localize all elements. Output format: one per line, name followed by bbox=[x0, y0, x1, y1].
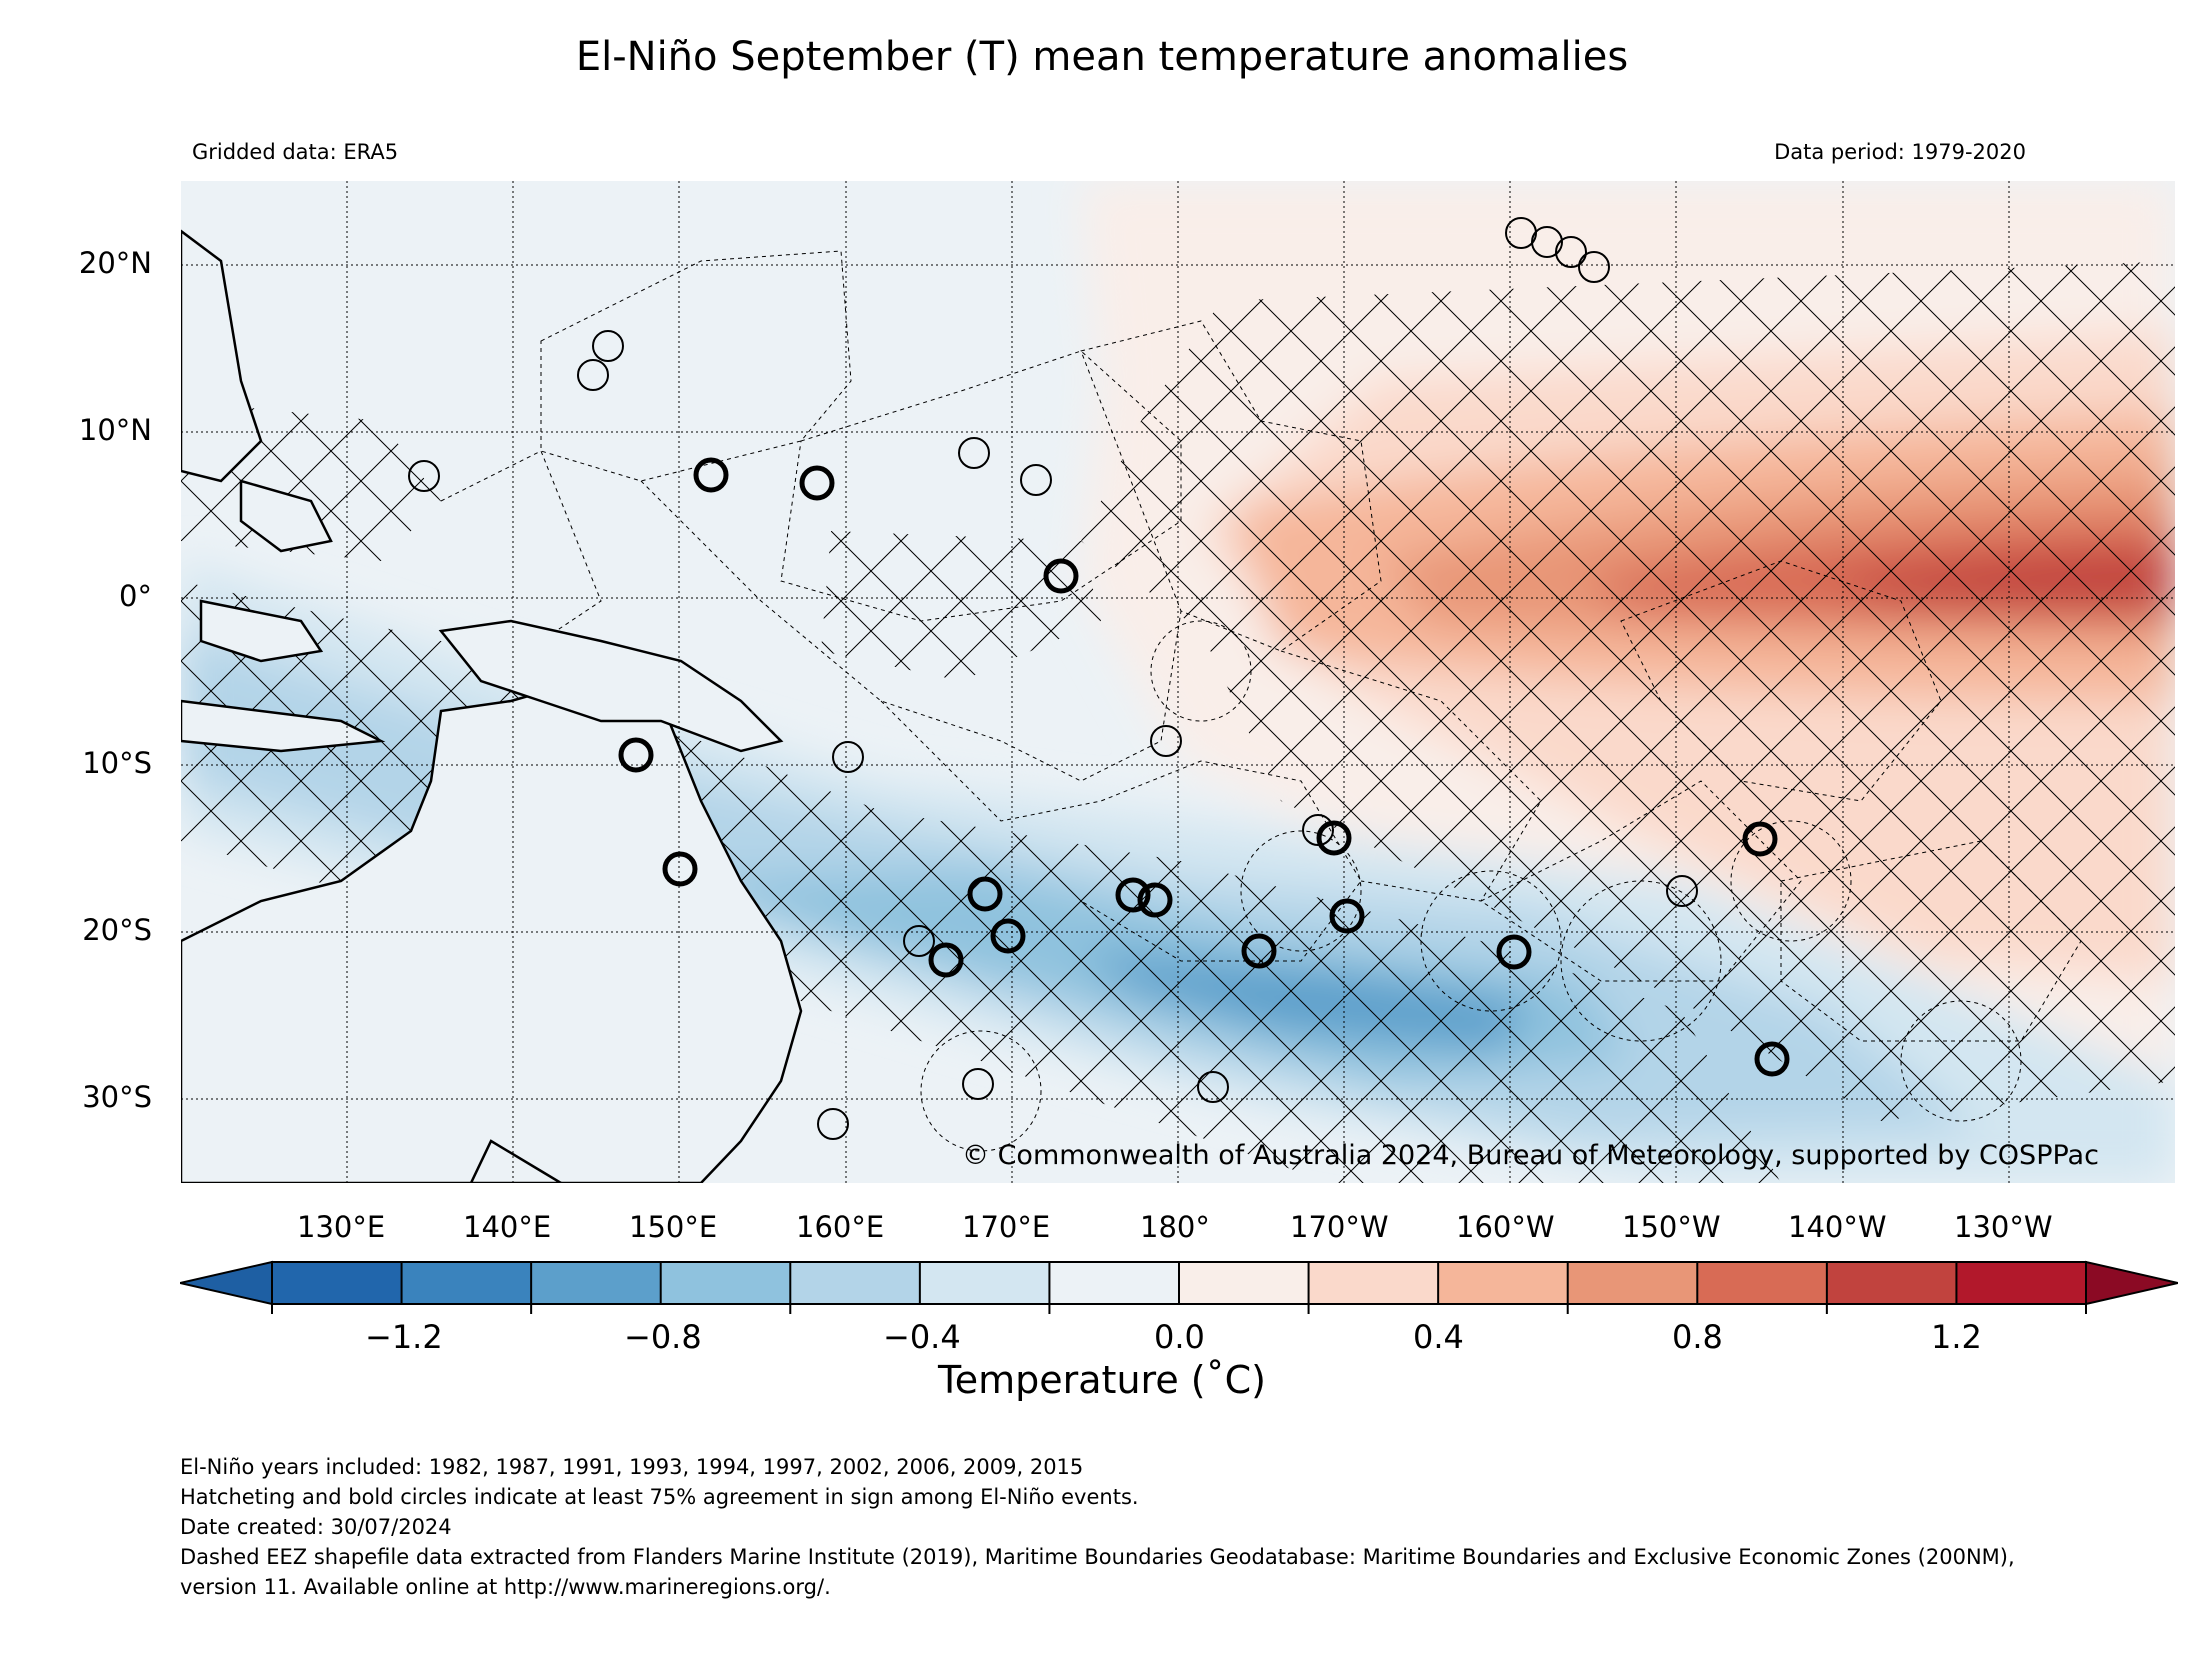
lon-label-130E: 130°E bbox=[297, 1210, 386, 1244]
lon-label-150W: 150°W bbox=[1622, 1210, 1721, 1244]
colorbar-segment bbox=[1179, 1262, 1310, 1304]
footnote-hatching: Hatcheting and bold circles indicate at … bbox=[180, 1485, 1139, 1509]
footnote-eez-source: Dashed EEZ shapefile data extracted from… bbox=[180, 1545, 2015, 1569]
colorbar-segment bbox=[1438, 1262, 1569, 1304]
colorbar-tick-label: −1.2 bbox=[365, 1318, 443, 1356]
lat-label-20S: 20°S bbox=[82, 913, 152, 947]
lon-label-180: 180° bbox=[1140, 1210, 1210, 1244]
colorbar-segment bbox=[1567, 1262, 1698, 1304]
colorbar-underflow bbox=[180, 1260, 273, 1306]
colorbar-tick-label: 1.2 bbox=[1931, 1318, 1982, 1356]
lat-label-10S: 10°S bbox=[82, 746, 152, 780]
colorbar bbox=[180, 1260, 2178, 1314]
lat-label-10N: 10°N bbox=[78, 413, 152, 447]
lat-label-30S: 30°S bbox=[82, 1080, 152, 1114]
colorbar-label: Temperature (˚C) bbox=[938, 1358, 1266, 1402]
colorbar-segment bbox=[531, 1262, 662, 1304]
gridded-data-label: Gridded data: ERA5 bbox=[192, 140, 399, 164]
temperature-anomaly-map bbox=[181, 181, 2175, 1183]
lon-label-160W: 160°W bbox=[1456, 1210, 1555, 1244]
colorbar-segment bbox=[1308, 1262, 1439, 1304]
lat-label-0: 0° bbox=[119, 579, 152, 613]
colorbar-tick-label: −0.8 bbox=[624, 1318, 702, 1356]
colorbar-segment bbox=[660, 1262, 791, 1304]
lat-label-20N: 20°N bbox=[78, 246, 152, 280]
colorbar-segment bbox=[1697, 1262, 1828, 1304]
data-period-label: Data period: 1979-2020 bbox=[1774, 140, 2026, 164]
lon-label-150E: 150°E bbox=[629, 1210, 718, 1244]
colorbar-tick-label: 0.4 bbox=[1413, 1318, 1464, 1356]
footnote-years: El-Niño years included: 1982, 1987, 1991… bbox=[180, 1455, 1084, 1479]
colorbar-segment bbox=[401, 1262, 532, 1304]
colorbar-segment bbox=[919, 1262, 1050, 1304]
colorbar-segment bbox=[1826, 1262, 1957, 1304]
colorbar-segment bbox=[1049, 1262, 1180, 1304]
colorbar-tick-label: −0.4 bbox=[883, 1318, 961, 1356]
lon-label-160E: 160°E bbox=[796, 1210, 885, 1244]
lon-label-140W: 140°W bbox=[1788, 1210, 1887, 1244]
lon-label-170W: 170°W bbox=[1290, 1210, 1389, 1244]
footnote-date-created: Date created: 30/07/2024 bbox=[180, 1515, 452, 1539]
colorbar-segment bbox=[272, 1262, 403, 1304]
footnote-eez-source-cont: version 11. Available online at http://w… bbox=[180, 1575, 831, 1599]
colorbar-segment bbox=[1956, 1262, 2087, 1304]
chart-title: El-Niño September (T) mean temperature a… bbox=[575, 34, 1629, 80]
colorbar-tick-label: 0.8 bbox=[1672, 1318, 1723, 1356]
colorbar-overflow bbox=[2085, 1260, 2178, 1306]
colorbar-segment bbox=[790, 1262, 921, 1304]
lon-label-140E: 140°E bbox=[463, 1210, 552, 1244]
lon-label-170E: 170°E bbox=[962, 1210, 1051, 1244]
lon-label-130W: 130°W bbox=[1954, 1210, 2053, 1244]
colorbar-tick-label: 0.0 bbox=[1154, 1318, 1205, 1356]
copyright-notice: © Commonwealth of Australia 2024, Bureau… bbox=[962, 1140, 2099, 1171]
